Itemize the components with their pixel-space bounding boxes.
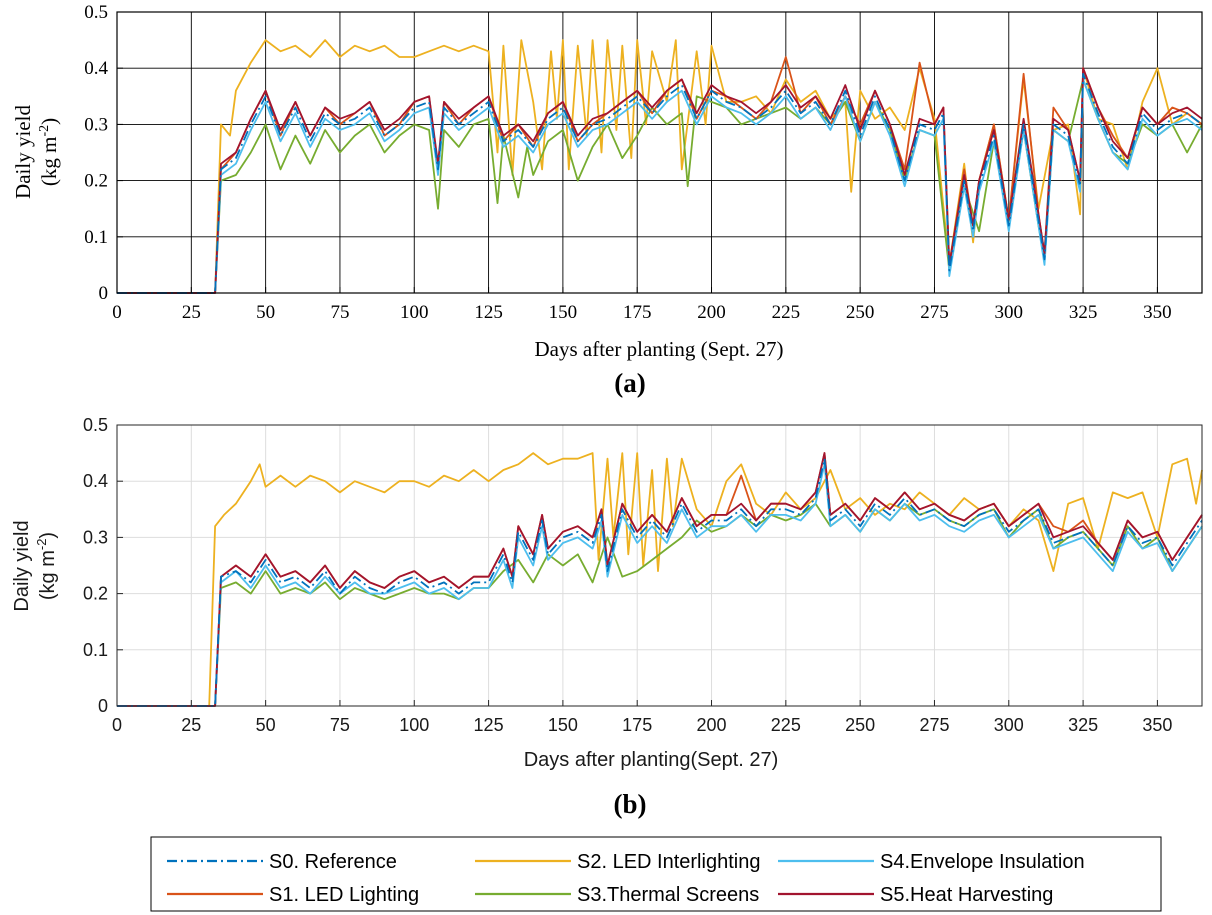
plot-frame-a — [116, 11, 1203, 294]
panel-b: 0 25 50 75 100 125 150 175 200 225 250 275 300 325 350… — [11, 415, 1203, 819]
y-tick-label: 0.5 — [84, 2, 108, 23]
series-line-s4-envelope-insulation — [117, 463, 1203, 707]
x-tick-label: 225 — [771, 715, 801, 735]
ylabel-b-unit-text: (kg m — [37, 550, 59, 600]
ylabel-a-unit: (kg m-2) — [37, 118, 61, 186]
x-tick-label: 325 — [1068, 715, 1098, 735]
x-tick-label: 300 — [994, 715, 1024, 735]
x-tick-label: 250 — [846, 302, 875, 323]
x-tick-label: 0 — [112, 715, 122, 735]
x-tick-label: 125 — [474, 302, 503, 323]
x-tick-label: 75 — [330, 715, 350, 735]
legend-label: S4.Envelope Insulation — [880, 851, 1085, 873]
x-tick-label: 100 — [400, 302, 429, 323]
x-tick-label: 150 — [548, 715, 578, 735]
panel-label-a: (a) — [614, 368, 645, 398]
y-tick-label: 0.1 — [83, 640, 108, 660]
legend-label: S1. LED Lighting — [269, 884, 419, 906]
xlabel-a: Days after planting (Sept. 27) — [534, 337, 783, 361]
series-line-s2-led-interlighting — [117, 452, 1203, 707]
x-tick-label: 175 — [623, 302, 652, 323]
x-tick-label: 25 — [182, 302, 201, 323]
legend-label: S2. LED Interlighting — [577, 851, 760, 873]
x-tick-label: 200 — [696, 715, 726, 735]
x-tick-label: 25 — [181, 715, 201, 735]
y-tick-label: 0 — [99, 283, 109, 304]
series-line-s0-reference — [117, 72, 1203, 294]
ylabel-a-unit-text: (kg m — [37, 137, 61, 187]
y-tick-label: 0 — [98, 696, 108, 716]
y-tick-label: 0.3 — [83, 527, 108, 547]
plot-frame-b — [116, 424, 1203, 707]
series-group-a — [117, 39, 1203, 294]
plot-area-a — [117, 12, 1202, 293]
x-tick-label: 200 — [697, 302, 726, 323]
x-tick-label: 350 — [1142, 715, 1172, 735]
x-tick-label: 275 — [919, 715, 949, 735]
y-tick-label: 0.1 — [84, 227, 108, 248]
x-tick-label: 0 — [112, 302, 122, 323]
x-tick-label: 50 — [256, 302, 275, 323]
x-tick-label: 50 — [256, 715, 276, 735]
x-tick-label: 325 — [1069, 302, 1098, 323]
series-line-s5-heat-harvesting — [117, 452, 1203, 707]
legend-label: S5.Heat Harvesting — [880, 884, 1053, 906]
panel-a: 0 25 50 75 100 125 150 175 200 225 250 275 300 325 350… — [11, 2, 1203, 398]
x-tick-label: 225 — [772, 302, 801, 323]
x-tick-label: 150 — [549, 302, 578, 323]
x-tick-label: 125 — [474, 715, 504, 735]
series-line-s3-thermal-screens — [117, 502, 1203, 707]
panel-label-b: (b) — [614, 789, 647, 819]
x-tick-label: 350 — [1143, 302, 1172, 323]
ylabel-a-main: Daily yield — [11, 105, 35, 199]
x-tick-label: 275 — [920, 302, 949, 323]
y-tick-label: 0.4 — [83, 471, 108, 491]
ylabel-b-close: ) — [37, 532, 59, 539]
y-tick-label: 0.4 — [84, 58, 108, 79]
ticks-a: 0 25 50 75 100 125 150 175 200 225 250 275 300 325 350… — [84, 2, 1171, 323]
y-tick-label: 0.2 — [83, 584, 108, 604]
ylabel-b-exp: -2 — [34, 539, 49, 551]
series-group-b — [117, 452, 1203, 707]
series-line-s0-reference — [117, 457, 1203, 707]
x-tick-label: 300 — [995, 302, 1024, 323]
plot-area-b — [117, 425, 1202, 706]
legend-label: S3.Thermal Screens — [577, 884, 759, 906]
ylabel-a-exp: -2 — [37, 125, 52, 137]
y-tick-label: 0.3 — [84, 114, 108, 135]
x-tick-label: 250 — [845, 715, 875, 735]
ticks-b: 0 25 50 75 100 125 150 175 200 225 250 275 300 325 350… — [83, 415, 1172, 735]
x-tick-label: 75 — [330, 302, 349, 323]
legend-box — [150, 836, 1162, 912]
legend-label: S0. Reference — [269, 851, 397, 873]
legend-items: S0. Reference S2. LED Interlighting S4.Env… — [167, 851, 1085, 906]
series-line-s4-envelope-insulation — [117, 78, 1203, 294]
y-tick-label: 0.2 — [84, 171, 108, 192]
x-tick-label: 175 — [622, 715, 652, 735]
xlabel-b: Days after planting(Sept. 27) — [524, 749, 779, 771]
x-tick-label: 100 — [399, 715, 429, 735]
ylabel-b-unit: (kg m-2) — [34, 532, 59, 600]
ylabel-b-main: Daily yield — [11, 520, 33, 611]
ylabel-a-close: ) — [37, 118, 61, 125]
legend: S0. Reference S2. LED Interlighting S4.Env… — [150, 836, 1162, 912]
y-tick-label: 0.5 — [83, 415, 108, 435]
